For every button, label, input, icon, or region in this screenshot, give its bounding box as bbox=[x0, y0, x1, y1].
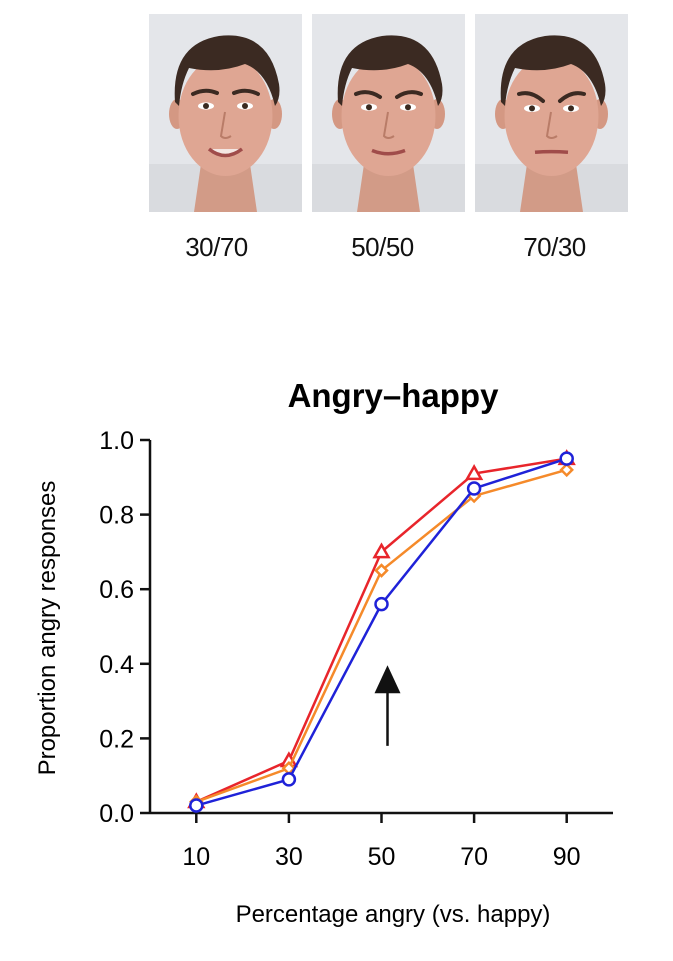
y-axis-title: Proportion angry responses bbox=[34, 481, 61, 776]
triangle-marker bbox=[372, 542, 391, 559]
face-caption: 70/30 bbox=[523, 232, 586, 262]
x-tick-label: 70 bbox=[460, 843, 488, 871]
face-caption: 30/70 bbox=[185, 232, 248, 262]
circle-marker bbox=[466, 481, 482, 496]
chart-title: Angry–happy bbox=[288, 377, 500, 414]
chart-annotations bbox=[374, 665, 401, 746]
y-tick-label: 0.2 bbox=[99, 725, 134, 753]
chart-series bbox=[187, 449, 576, 813]
series-circle bbox=[189, 451, 574, 813]
series-line bbox=[195, 468, 568, 803]
series-diamond bbox=[189, 462, 574, 810]
diamond-marker bbox=[374, 563, 389, 578]
series-triangle bbox=[187, 449, 576, 809]
chart-axes: 0.0 0.2 0.4 0.6 0.8 1.0 10 30 50 70 90 bbox=[99, 427, 613, 871]
x-tick-label: 10 bbox=[182, 843, 210, 871]
arrow-up-icon bbox=[374, 665, 401, 694]
diamond-marker bbox=[559, 462, 574, 478]
circle-marker bbox=[189, 798, 204, 813]
x-tick-label: 50 bbox=[368, 843, 396, 871]
face-photo-70-30 bbox=[475, 14, 628, 212]
series-line bbox=[195, 457, 568, 807]
x-tick-label: 90 bbox=[553, 843, 581, 871]
face-caption: 50/50 bbox=[351, 232, 414, 262]
face-photo-50-50 bbox=[312, 14, 465, 212]
triangle-marker bbox=[464, 464, 484, 481]
y-tick-label: 1.0 bbox=[99, 427, 134, 455]
y-tick-label: 0.8 bbox=[99, 502, 134, 530]
circle-marker bbox=[374, 596, 389, 612]
y-tick-label: 0.4 bbox=[99, 651, 134, 679]
series-line bbox=[195, 457, 567, 803]
circle-marker bbox=[281, 772, 297, 787]
y-tick-label: 0.0 bbox=[99, 800, 134, 828]
circle-marker bbox=[559, 451, 574, 466]
x-axis-title: Percentage angry (vs. happy) bbox=[236, 901, 551, 928]
face-stimuli-panel: 30/70 50/50 70/30 bbox=[0, 0, 673, 270]
x-tick-label: 30 bbox=[275, 843, 303, 871]
face-photo-30-70 bbox=[149, 14, 302, 212]
y-tick-label: 0.6 bbox=[99, 576, 134, 604]
